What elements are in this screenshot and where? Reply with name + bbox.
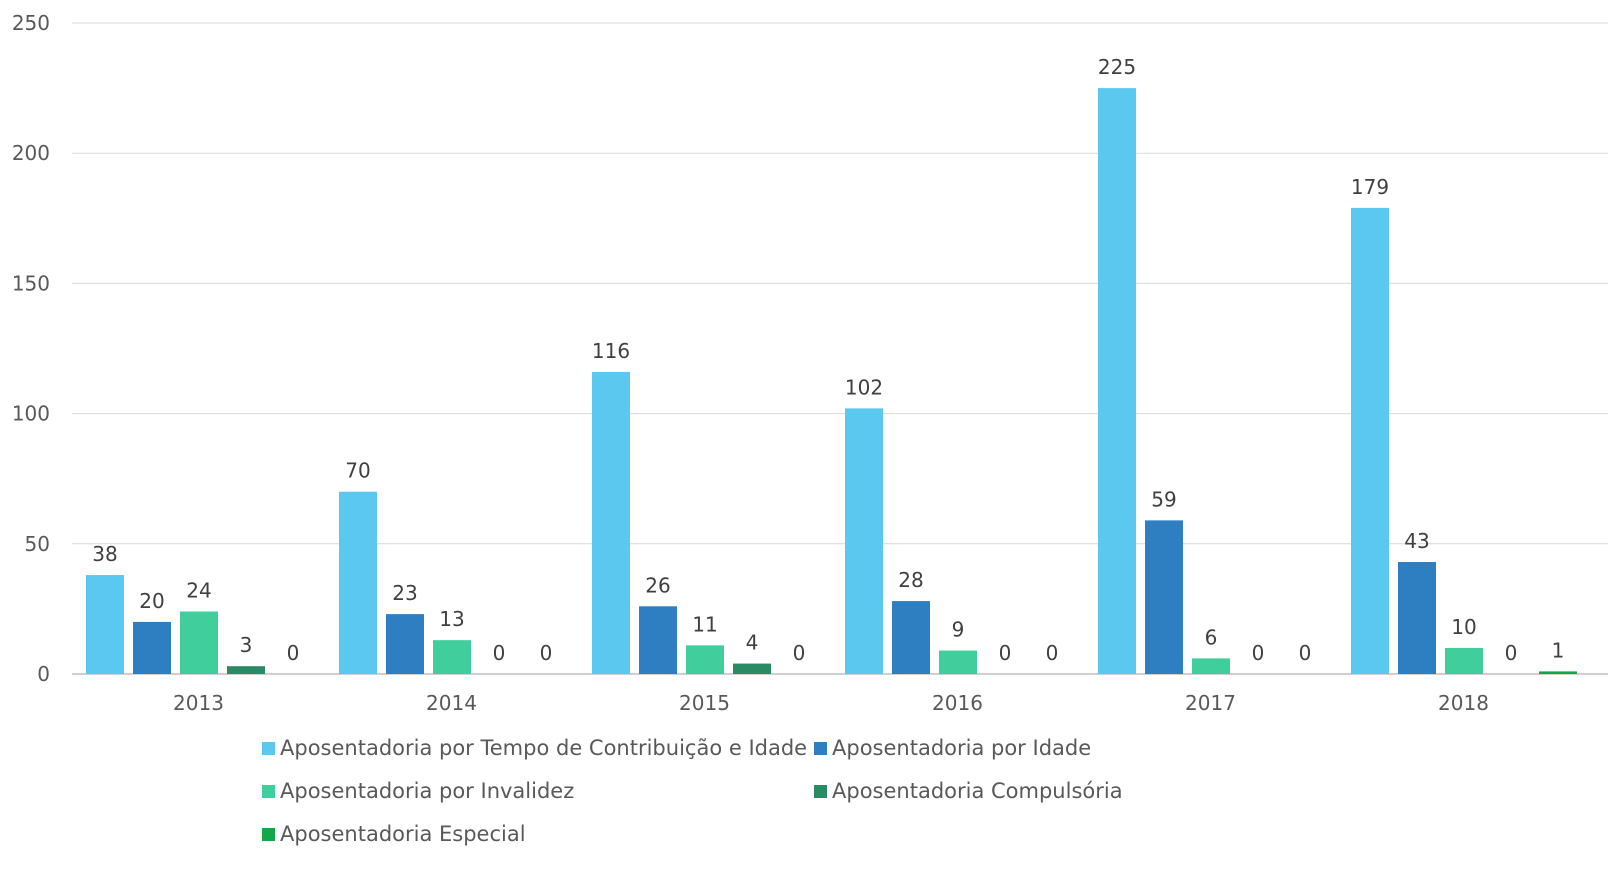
bar: [339, 491, 377, 674]
bar: [592, 371, 630, 674]
data-label: 179: [1351, 175, 1389, 199]
data-label: 6: [1205, 625, 1218, 649]
data-label: 11: [692, 612, 717, 636]
x-tick-label: 2017: [1185, 691, 1236, 715]
data-label: 0: [1252, 641, 1265, 665]
x-tick-label: 2015: [679, 691, 730, 715]
bar: [1445, 647, 1483, 674]
legend-label: Aposentadoria por Idade: [832, 736, 1092, 760]
data-label: 9: [952, 618, 965, 642]
legend-item: Aposentadoria Especial: [262, 822, 526, 846]
data-label: 59: [1151, 487, 1176, 511]
x-axis: 2013 2014 2015 2016 2017 2018: [173, 691, 1489, 715]
y-tick-label: 100: [12, 402, 50, 426]
bar: [180, 611, 218, 674]
legend-label: Aposentadoria Compulsória: [832, 779, 1123, 803]
data-label: 20: [139, 589, 164, 613]
x-tick-label: 2013: [173, 691, 224, 715]
y-tick-label: 250: [12, 11, 50, 35]
legend-item: Aposentadoria por Tempo de Contribuição …: [262, 736, 807, 760]
data-label: 3: [240, 633, 253, 657]
bars: [86, 88, 1577, 675]
bar: [1098, 88, 1136, 675]
data-label: 23: [392, 581, 417, 605]
legend-label: Aposentadoria por Tempo de Contribuição …: [280, 736, 808, 760]
bar: [639, 606, 677, 674]
data-label: 102: [845, 375, 883, 399]
bar: [433, 640, 471, 674]
y-axis: 0 50 100 150 200 250: [12, 11, 50, 686]
data-label: 0: [287, 641, 300, 665]
x-tick-label: 2018: [1438, 691, 1489, 715]
legend-item: Aposentadoria Compulsória: [814, 779, 1123, 803]
data-label: 38: [92, 542, 117, 566]
data-label: 0: [540, 641, 553, 665]
legend-swatch: [262, 784, 275, 798]
bar: [1351, 207, 1389, 674]
x-tick-label: 2014: [426, 691, 477, 715]
data-label: 225: [1098, 55, 1136, 79]
data-label: 0: [999, 641, 1012, 665]
data-label: 26: [645, 573, 670, 597]
legend-swatch: [814, 741, 827, 755]
bar: [733, 663, 771, 674]
bar: [892, 601, 930, 674]
data-label: 13: [439, 607, 464, 631]
bar: [133, 621, 171, 674]
bar: [1192, 658, 1230, 674]
legend-label: Aposentadoria por Invalidez: [280, 779, 575, 803]
x-tick-label: 2016: [932, 691, 983, 715]
y-tick-label: 200: [12, 141, 50, 165]
bar: [939, 650, 977, 674]
legend-swatch: [262, 741, 275, 755]
legend-swatch: [814, 784, 827, 798]
data-label: 116: [592, 339, 630, 363]
bar: [1398, 562, 1436, 674]
data-label: 0: [793, 641, 806, 665]
bar: [686, 645, 724, 674]
bar: [845, 408, 883, 674]
legend-label: Aposentadoria Especial: [280, 822, 526, 846]
bar: [386, 614, 424, 674]
data-label: 43: [1404, 529, 1429, 553]
data-label: 28: [898, 568, 923, 592]
bar: [227, 666, 265, 674]
data-label: 10: [1451, 615, 1476, 639]
legend-item: Aposentadoria por Invalidez: [262, 779, 574, 803]
y-tick-label: 50: [25, 532, 50, 556]
bar: [86, 575, 124, 674]
data-label: 0: [493, 641, 506, 665]
data-label: 70: [345, 459, 370, 483]
bar: [1539, 671, 1577, 674]
legend-item: Aposentadoria por Idade: [814, 736, 1091, 760]
y-tick-label: 0: [37, 662, 50, 686]
bar: [1145, 520, 1183, 674]
data-label: 0: [1046, 641, 1059, 665]
data-label: 24: [186, 579, 211, 603]
data-label: 1: [1552, 638, 1565, 662]
data-label: 4: [746, 631, 759, 655]
y-tick-label: 150: [12, 271, 50, 295]
data-label: 0: [1505, 641, 1518, 665]
legend-swatch: [262, 827, 275, 841]
data-label: 0: [1299, 641, 1312, 665]
